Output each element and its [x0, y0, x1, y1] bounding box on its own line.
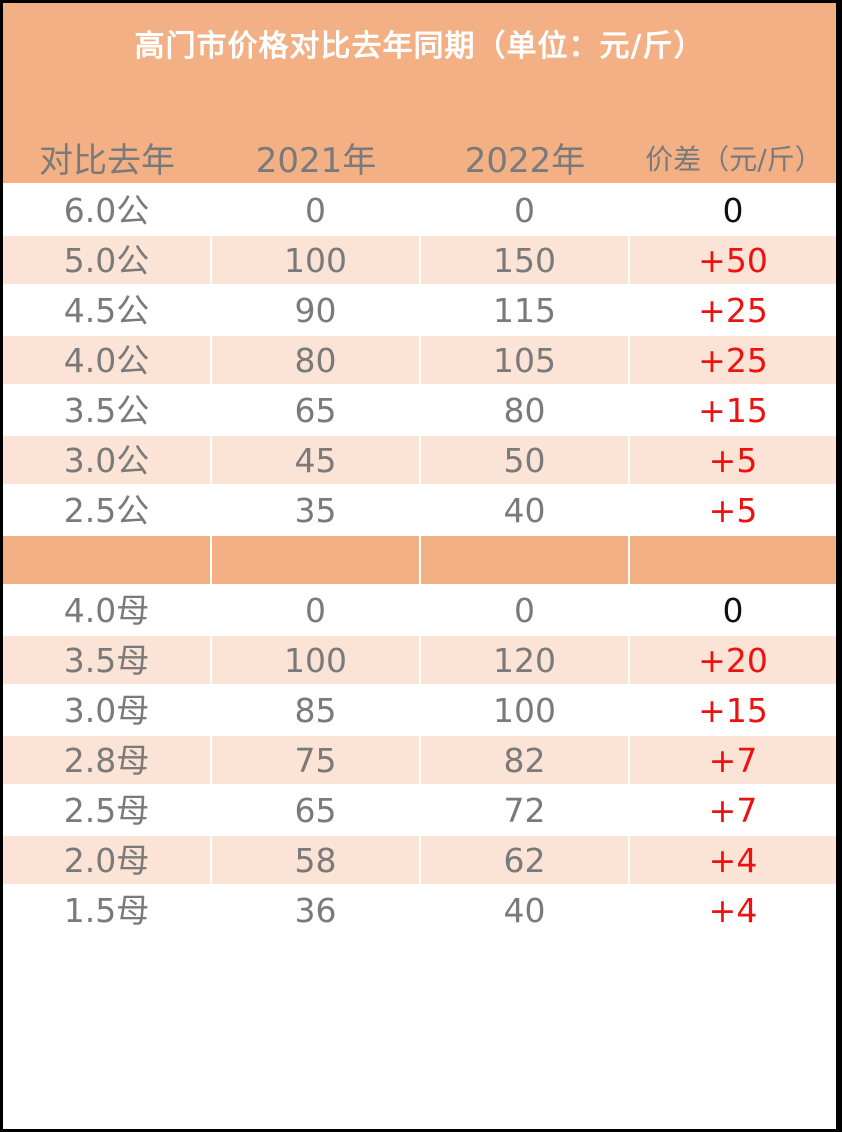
spec-cell: 3.5母 [3, 636, 210, 684]
price-diff-cell: +25 [630, 336, 836, 384]
price-2021-cell: 0 [305, 191, 326, 230]
spec-cell: 2.0母 [3, 836, 210, 884]
price-2022-cell [421, 536, 628, 584]
price-2021-cell: 36 [294, 891, 337, 930]
spec-cell: 1.5母 [63, 891, 150, 930]
price-2022-cell: 82 [421, 736, 628, 784]
price-diff-cell: +15 [698, 391, 768, 430]
price-table-panel: 高门市价格对比去年同期（单位：元/斤） 对比去年 2021年 2022年 价差（… [3, 3, 836, 1129]
spec-cell: 2.5母 [63, 791, 150, 830]
price-2022-cell: 40 [503, 891, 546, 930]
spec-cell: 4.0母 [63, 591, 150, 630]
price-2021-cell: 45 [212, 436, 419, 484]
column-header-price-diff: 价差（元/斤） [645, 143, 823, 176]
price-diff-cell: +4 [630, 836, 836, 884]
price-2021-cell: 80 [212, 336, 419, 384]
price-2021-cell: 100 [212, 636, 419, 684]
spec-cell: 2.8母 [3, 736, 210, 784]
table-row: 2.0母 58 62 +4 [3, 836, 836, 886]
price-2021-cell: 65 [294, 791, 337, 830]
price-2021-cell: 85 [294, 691, 337, 730]
price-diff-cell: +50 [630, 236, 836, 284]
separator-row [3, 536, 836, 586]
price-2022-cell: 100 [493, 691, 556, 730]
price-diff-cell: +7 [630, 736, 836, 784]
spec-cell [3, 536, 210, 584]
table-row: 5.0公 100 150 +50 [3, 236, 836, 286]
price-2021-cell: 0 [305, 591, 326, 630]
price-diff-cell: 0 [722, 191, 744, 230]
column-header-compare: 对比去年 [39, 141, 175, 181]
price-2021-cell: 65 [294, 391, 337, 430]
spec-cell: 2.5公 [63, 491, 150, 530]
spec-cell: 3.0公 [3, 436, 210, 484]
price-2021-cell: 90 [294, 291, 337, 330]
spec-cell: 6.0公 [63, 191, 150, 230]
price-diff-cell: 0 [722, 591, 744, 630]
column-header-2022: 2022年 [464, 141, 586, 181]
table-row: 3.0公 45 50 +5 [3, 436, 836, 486]
price-2021-cell: 35 [294, 491, 337, 530]
table-row: 4.0公 80 105 +25 [3, 336, 836, 386]
price-diff-cell: +5 [708, 491, 758, 530]
table-header: 高门市价格对比去年同期（单位：元/斤） 对比去年 2021年 2022年 价差（… [3, 3, 836, 183]
price-diff-cell: +15 [698, 691, 768, 730]
price-2022-cell: 62 [421, 836, 628, 884]
price-diff-cell [630, 536, 836, 584]
table-row: 4.5公 90 115 +25 [3, 286, 836, 336]
price-2022-cell: 150 [421, 236, 628, 284]
spec-cell: 3.0母 [63, 691, 150, 730]
price-2021-cell [212, 536, 419, 584]
price-2022-cell: 80 [503, 391, 546, 430]
price-2022-cell: 50 [421, 436, 628, 484]
price-diff-cell: +20 [630, 636, 836, 684]
price-2022-cell: 115 [493, 291, 556, 330]
table-row: 2.5母 65 72 +7 [3, 786, 836, 836]
spec-cell: 4.0公 [3, 336, 210, 384]
price-diff-cell: +7 [708, 791, 758, 830]
price-2022-cell: 0 [514, 591, 535, 630]
table-row: 3.0母 85 100 +15 [3, 686, 836, 736]
table-row: 2.5公 35 40 +5 [3, 486, 836, 536]
table-row: 1.5母 36 40 +4 [3, 886, 836, 936]
price-2022-cell: 120 [421, 636, 628, 684]
spec-cell: 5.0公 [3, 236, 210, 284]
price-2022-cell: 72 [503, 791, 546, 830]
price-2021-cell: 100 [212, 236, 419, 284]
table-row: 4.0母 0 0 0 [3, 586, 836, 636]
column-header-2021: 2021年 [255, 141, 377, 181]
table-row: 6.0公 0 0 0 [3, 186, 836, 236]
price-2021-cell: 58 [212, 836, 419, 884]
spec-cell: 4.5公 [63, 291, 150, 330]
price-diff-cell: +4 [708, 891, 758, 930]
price-2022-cell: 0 [514, 191, 535, 230]
spec-cell: 3.5公 [63, 391, 150, 430]
price-2022-cell: 105 [421, 336, 628, 384]
price-diff-cell: +5 [630, 436, 836, 484]
table-row: 3.5母 100 120 +20 [3, 636, 836, 686]
table-row: 2.8母 75 82 +7 [3, 736, 836, 786]
table-title: 高门市价格对比去年同期（单位：元/斤） [134, 29, 705, 64]
price-diff-cell: +25 [698, 291, 768, 330]
price-2022-cell: 40 [503, 491, 546, 530]
price-2021-cell: 75 [212, 736, 419, 784]
table-row: 3.5公 65 80 +15 [3, 386, 836, 436]
